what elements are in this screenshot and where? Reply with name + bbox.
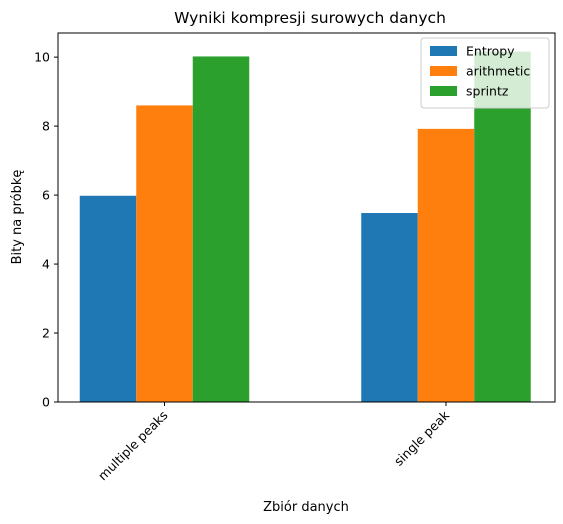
y-tick-label: 4 — [42, 257, 50, 272]
bar-sprintz-single-peak — [474, 51, 531, 403]
bars-group — [79, 51, 531, 403]
legend-label-sprintz: sprintz — [466, 84, 509, 99]
plot-frame — [57, 32, 556, 403]
bar-sprintz-multiple-peaks — [192, 56, 250, 402]
chart-title: Wyniki kompresji surowych danych — [174, 9, 446, 27]
legend-label-arithmetic: arithmetic — [466, 64, 530, 79]
y-tick-label: 10 — [34, 50, 50, 65]
legend-swatch-arithmetic — [430, 66, 457, 76]
bar-entropy-multiple-peaks — [79, 195, 137, 402]
legend-swatch-sprintz — [430, 86, 457, 96]
y-tick-label: 0 — [42, 395, 50, 410]
legend-swatch-entropy — [430, 46, 457, 56]
legend-label-entropy: Entropy — [466, 44, 515, 59]
bar-arithmetic-single-peak — [417, 128, 475, 402]
y-axis: 0 2 4 6 8 10 — [34, 50, 58, 410]
x-axis-label: Zbiór danych — [263, 500, 349, 515]
x-axis: multiple peaks single peak — [95, 402, 453, 483]
bar-arithmetic-multiple-peaks — [136, 105, 193, 403]
y-tick-label: 2 — [42, 326, 50, 341]
y-tick-label: 6 — [42, 188, 50, 203]
bar-entropy-single-peak — [361, 213, 418, 402]
y-axis-label: Bity na próbkę — [10, 170, 25, 265]
y-tick-label: 8 — [42, 119, 50, 134]
x-tick-label: single peak — [391, 407, 453, 469]
x-tick-label: multiple peaks — [95, 408, 171, 484]
legend: Entropy arithmetic sprintz — [420, 37, 550, 109]
